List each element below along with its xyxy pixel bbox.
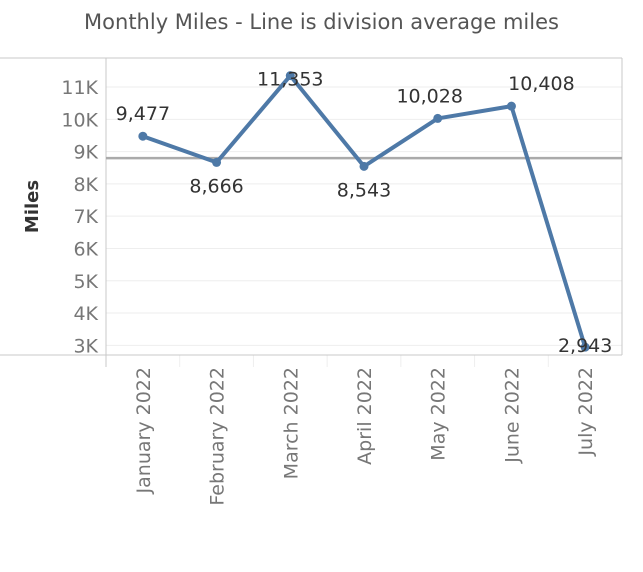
data-label: 10,408 bbox=[508, 73, 574, 95]
data-label: 10,028 bbox=[396, 85, 462, 107]
data-point bbox=[138, 131, 148, 141]
y-axis-title: Miles bbox=[22, 180, 43, 233]
x-tick-label: April 2022 bbox=[354, 367, 376, 465]
y-tick-label: 11K bbox=[61, 77, 98, 99]
x-tick-label: February 2022 bbox=[207, 367, 229, 506]
data-point bbox=[212, 157, 222, 167]
axes bbox=[0, 57, 623, 367]
x-tick-label: July 2022 bbox=[575, 367, 597, 457]
data-point bbox=[580, 342, 590, 352]
data-label: 2,943 bbox=[558, 335, 612, 357]
x-tick-labels: January 2022 February 2022 March 2022 April… bbox=[133, 367, 597, 506]
series-miles bbox=[138, 71, 590, 352]
data-point bbox=[506, 101, 516, 111]
data-label: 11,353 bbox=[257, 69, 323, 91]
y-tick-label: 6K bbox=[73, 238, 98, 260]
x-tick-label: January 2022 bbox=[133, 367, 155, 494]
data-label: 8,666 bbox=[189, 175, 243, 197]
grid-lines bbox=[106, 86, 622, 367]
y-tick-labels: 3K 4K 5K 6K 7K 8K 9K 10K 11K bbox=[61, 77, 98, 357]
chart-title: Monthly Miles - Line is division average… bbox=[84, 10, 559, 34]
x-tick-label: May 2022 bbox=[428, 367, 450, 461]
x-tick-label: June 2022 bbox=[501, 367, 523, 464]
series-line bbox=[140, 73, 588, 350]
data-label: 9,477 bbox=[116, 103, 170, 125]
y-tick-label: 5K bbox=[73, 271, 98, 293]
y-tick-label: 4K bbox=[73, 303, 98, 325]
data-point bbox=[359, 161, 369, 171]
data-labels: 9,477 8,666 11,353 8,543 10,028 10,408 2,943 bbox=[116, 69, 613, 357]
y-tick-label: 3K bbox=[73, 335, 98, 357]
y-tick-label: 10K bbox=[61, 109, 98, 131]
y-tick-label: 8K bbox=[73, 174, 98, 196]
y-tick-label: 7K bbox=[73, 206, 98, 228]
data-point bbox=[285, 71, 295, 81]
data-label: 8,543 bbox=[337, 179, 391, 201]
y-tick-label: 9K bbox=[73, 142, 98, 164]
data-point bbox=[433, 113, 443, 123]
x-tick-label: March 2022 bbox=[280, 367, 302, 479]
